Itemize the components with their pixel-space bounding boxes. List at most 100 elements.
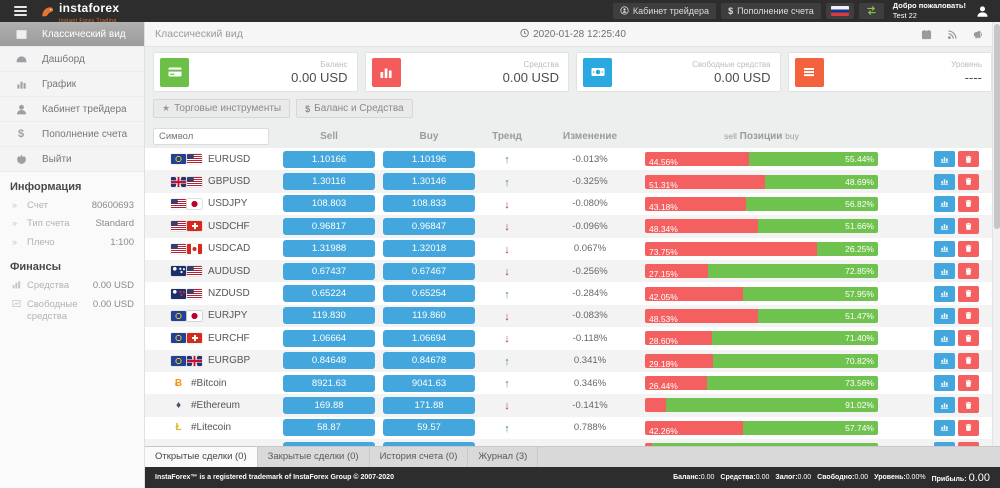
sidebar-item-chart[interactable]: График — [0, 72, 144, 97]
buy-price-button[interactable]: 108.833 — [383, 195, 475, 213]
toolbar: ★ Торговые инструменты $ Баланс и Средст… — [153, 99, 992, 118]
sell-price-button[interactable]: 0.84648 — [283, 352, 375, 370]
brand-logo[interactable]: instaforex Instant Forex Trading — [40, 0, 119, 24]
open-chart-button[interactable] — [934, 442, 955, 446]
tab[interactable]: История счета (0) — [370, 447, 469, 467]
delete-symbol-button[interactable] — [958, 397, 979, 414]
sidebar-item-dashboard[interactable]: Дашборд — [0, 47, 144, 72]
tab[interactable]: Открытые сделки (0) — [145, 447, 258, 467]
menu-icon[interactable] — [14, 6, 27, 16]
buy-price-button[interactable]: 0.84678 — [383, 352, 475, 370]
open-chart-button[interactable] — [934, 352, 955, 369]
sell-price-button[interactable]: 58.87 — [283, 419, 375, 437]
delete-symbol-button[interactable] — [958, 218, 979, 235]
sell-price-button[interactable]: 0.67437 — [283, 262, 375, 280]
sell-price-button[interactable]: 169.88 — [283, 396, 375, 414]
delete-symbol-button[interactable] — [958, 173, 979, 190]
delete-symbol-button[interactable] — [958, 240, 979, 257]
flag-jp-icon — [187, 310, 202, 321]
buy-price-button[interactable]: 1.06694 — [383, 329, 475, 347]
delete-symbol-button[interactable] — [958, 195, 979, 212]
deposit-button[interactable]: $ Пополнение счета — [721, 3, 821, 19]
delete-symbol-button[interactable] — [958, 285, 979, 302]
tab[interactable]: Закрытые сделки (0) — [258, 447, 370, 467]
buy-price-button[interactable]: 9041.63 — [383, 374, 475, 392]
info-value: 1:100 — [110, 236, 134, 248]
sell-price-button[interactable]: 0.65224 — [283, 285, 375, 303]
buy-price-button[interactable]: 1.32018 — [383, 240, 475, 258]
buy-price-button[interactable] — [383, 441, 475, 446]
table-row: USDCHF 0.96817 0.96847 ↓ -0.096% 48.34% 51.66% — [145, 215, 1000, 238]
delete-symbol-button[interactable] — [958, 151, 979, 168]
open-chart-button[interactable] — [934, 375, 955, 392]
open-chart-button[interactable] — [934, 240, 955, 257]
exchange-button[interactable] — [858, 3, 884, 19]
balance-funds-button[interactable]: $ Баланс и Средства — [296, 99, 413, 118]
open-chart-button[interactable] — [934, 330, 955, 347]
scrollbar[interactable] — [992, 22, 1000, 446]
delete-symbol-button[interactable] — [958, 330, 979, 347]
sell-price-button[interactable] — [283, 441, 375, 446]
chart-icon — [940, 174, 949, 189]
delete-symbol-button[interactable] — [958, 419, 979, 436]
sell-price-button[interactable]: 119.830 — [283, 307, 375, 325]
trader-cabinet-button[interactable]: Кабинет трейдера — [612, 3, 717, 19]
buy-positions-pct: 91.02% — [845, 400, 874, 411]
calendar-icon[interactable] — [921, 29, 932, 40]
open-chart-button[interactable] — [934, 285, 955, 302]
delete-symbol-button[interactable] — [958, 263, 979, 280]
buy-positions-pct: 48.69% — [845, 176, 874, 187]
buy-price-button[interactable]: 1.30146 — [383, 173, 475, 191]
delete-symbol-button[interactable] — [958, 442, 979, 446]
tab[interactable]: Журнал (3) — [468, 447, 539, 467]
buy-price-button[interactable]: 171.88 — [383, 396, 475, 414]
open-chart-button[interactable] — [934, 419, 955, 436]
positions-bar: 42.26% 57.74% — [645, 420, 878, 435]
symbol-cell: GBPUSD — [153, 176, 279, 187]
sell-price-button[interactable]: 108.803 — [283, 195, 375, 213]
delete-symbol-button[interactable] — [958, 307, 979, 324]
buy-price-button[interactable]: 0.96847 — [383, 217, 475, 235]
rss-icon[interactable] — [947, 29, 958, 40]
megaphone-icon[interactable] — [973, 29, 984, 40]
buy-price-button[interactable]: 0.65254 — [383, 285, 475, 303]
buy-price-button[interactable]: 1.10196 — [383, 150, 475, 168]
symbol-filter-input[interactable] — [153, 127, 269, 145]
trading-instruments-button[interactable]: ★ Торговые инструменты — [153, 99, 291, 118]
delete-symbol-button[interactable] — [958, 375, 979, 392]
sidebar-item-logout[interactable]: Выйти — [0, 147, 144, 172]
open-chart-button[interactable] — [934, 218, 955, 235]
sidebar-item-trader-cabinet[interactable]: Кабинет трейдера — [0, 97, 144, 122]
sidebar-item-deposit[interactable]: $ Пополнение счета — [0, 122, 144, 147]
open-chart-button[interactable] — [934, 151, 955, 168]
chart-icon — [940, 331, 949, 346]
sell-price-button[interactable]: 1.10166 — [283, 150, 375, 168]
buy-positions-pct: 72.85% — [845, 266, 874, 277]
buy-price-button[interactable]: 59.57 — [383, 419, 475, 437]
language-flag-button[interactable] — [825, 3, 854, 19]
trash-icon — [964, 376, 973, 391]
sell-price-button[interactable]: 8921.63 — [283, 374, 375, 392]
buy-price-button[interactable]: 0.67467 — [383, 262, 475, 280]
credit-card-icon — [160, 57, 189, 87]
open-chart-button[interactable] — [934, 195, 955, 212]
open-chart-button[interactable] — [934, 263, 955, 280]
scrollbar-thumb[interactable] — [993, 24, 1000, 229]
buy-price-button[interactable]: 119.860 — [383, 307, 475, 325]
sidebar-item-classic-view[interactable]: Классический вид — [0, 22, 144, 47]
ethereum-icon: ♦ — [175, 399, 182, 411]
info-row: » Тип счета Standard — [0, 215, 144, 233]
card-value: 0.00 USD — [291, 69, 348, 85]
sell-price-button[interactable]: 0.96817 — [283, 217, 375, 235]
avatar[interactable] — [976, 5, 989, 18]
sell-price-button[interactable]: 1.31988 — [283, 240, 375, 258]
open-chart-button[interactable] — [934, 397, 955, 414]
delete-symbol-button[interactable] — [958, 352, 979, 369]
open-chart-button[interactable] — [934, 173, 955, 190]
trash-icon — [964, 152, 973, 167]
sell-price-button[interactable]: 1.30116 — [283, 173, 375, 191]
info-row: Средства 0.00 USD — [0, 277, 144, 296]
open-chart-button[interactable] — [934, 307, 955, 324]
sell-price-button[interactable]: 1.06664 — [283, 329, 375, 347]
flag-nz-icon — [171, 288, 186, 299]
